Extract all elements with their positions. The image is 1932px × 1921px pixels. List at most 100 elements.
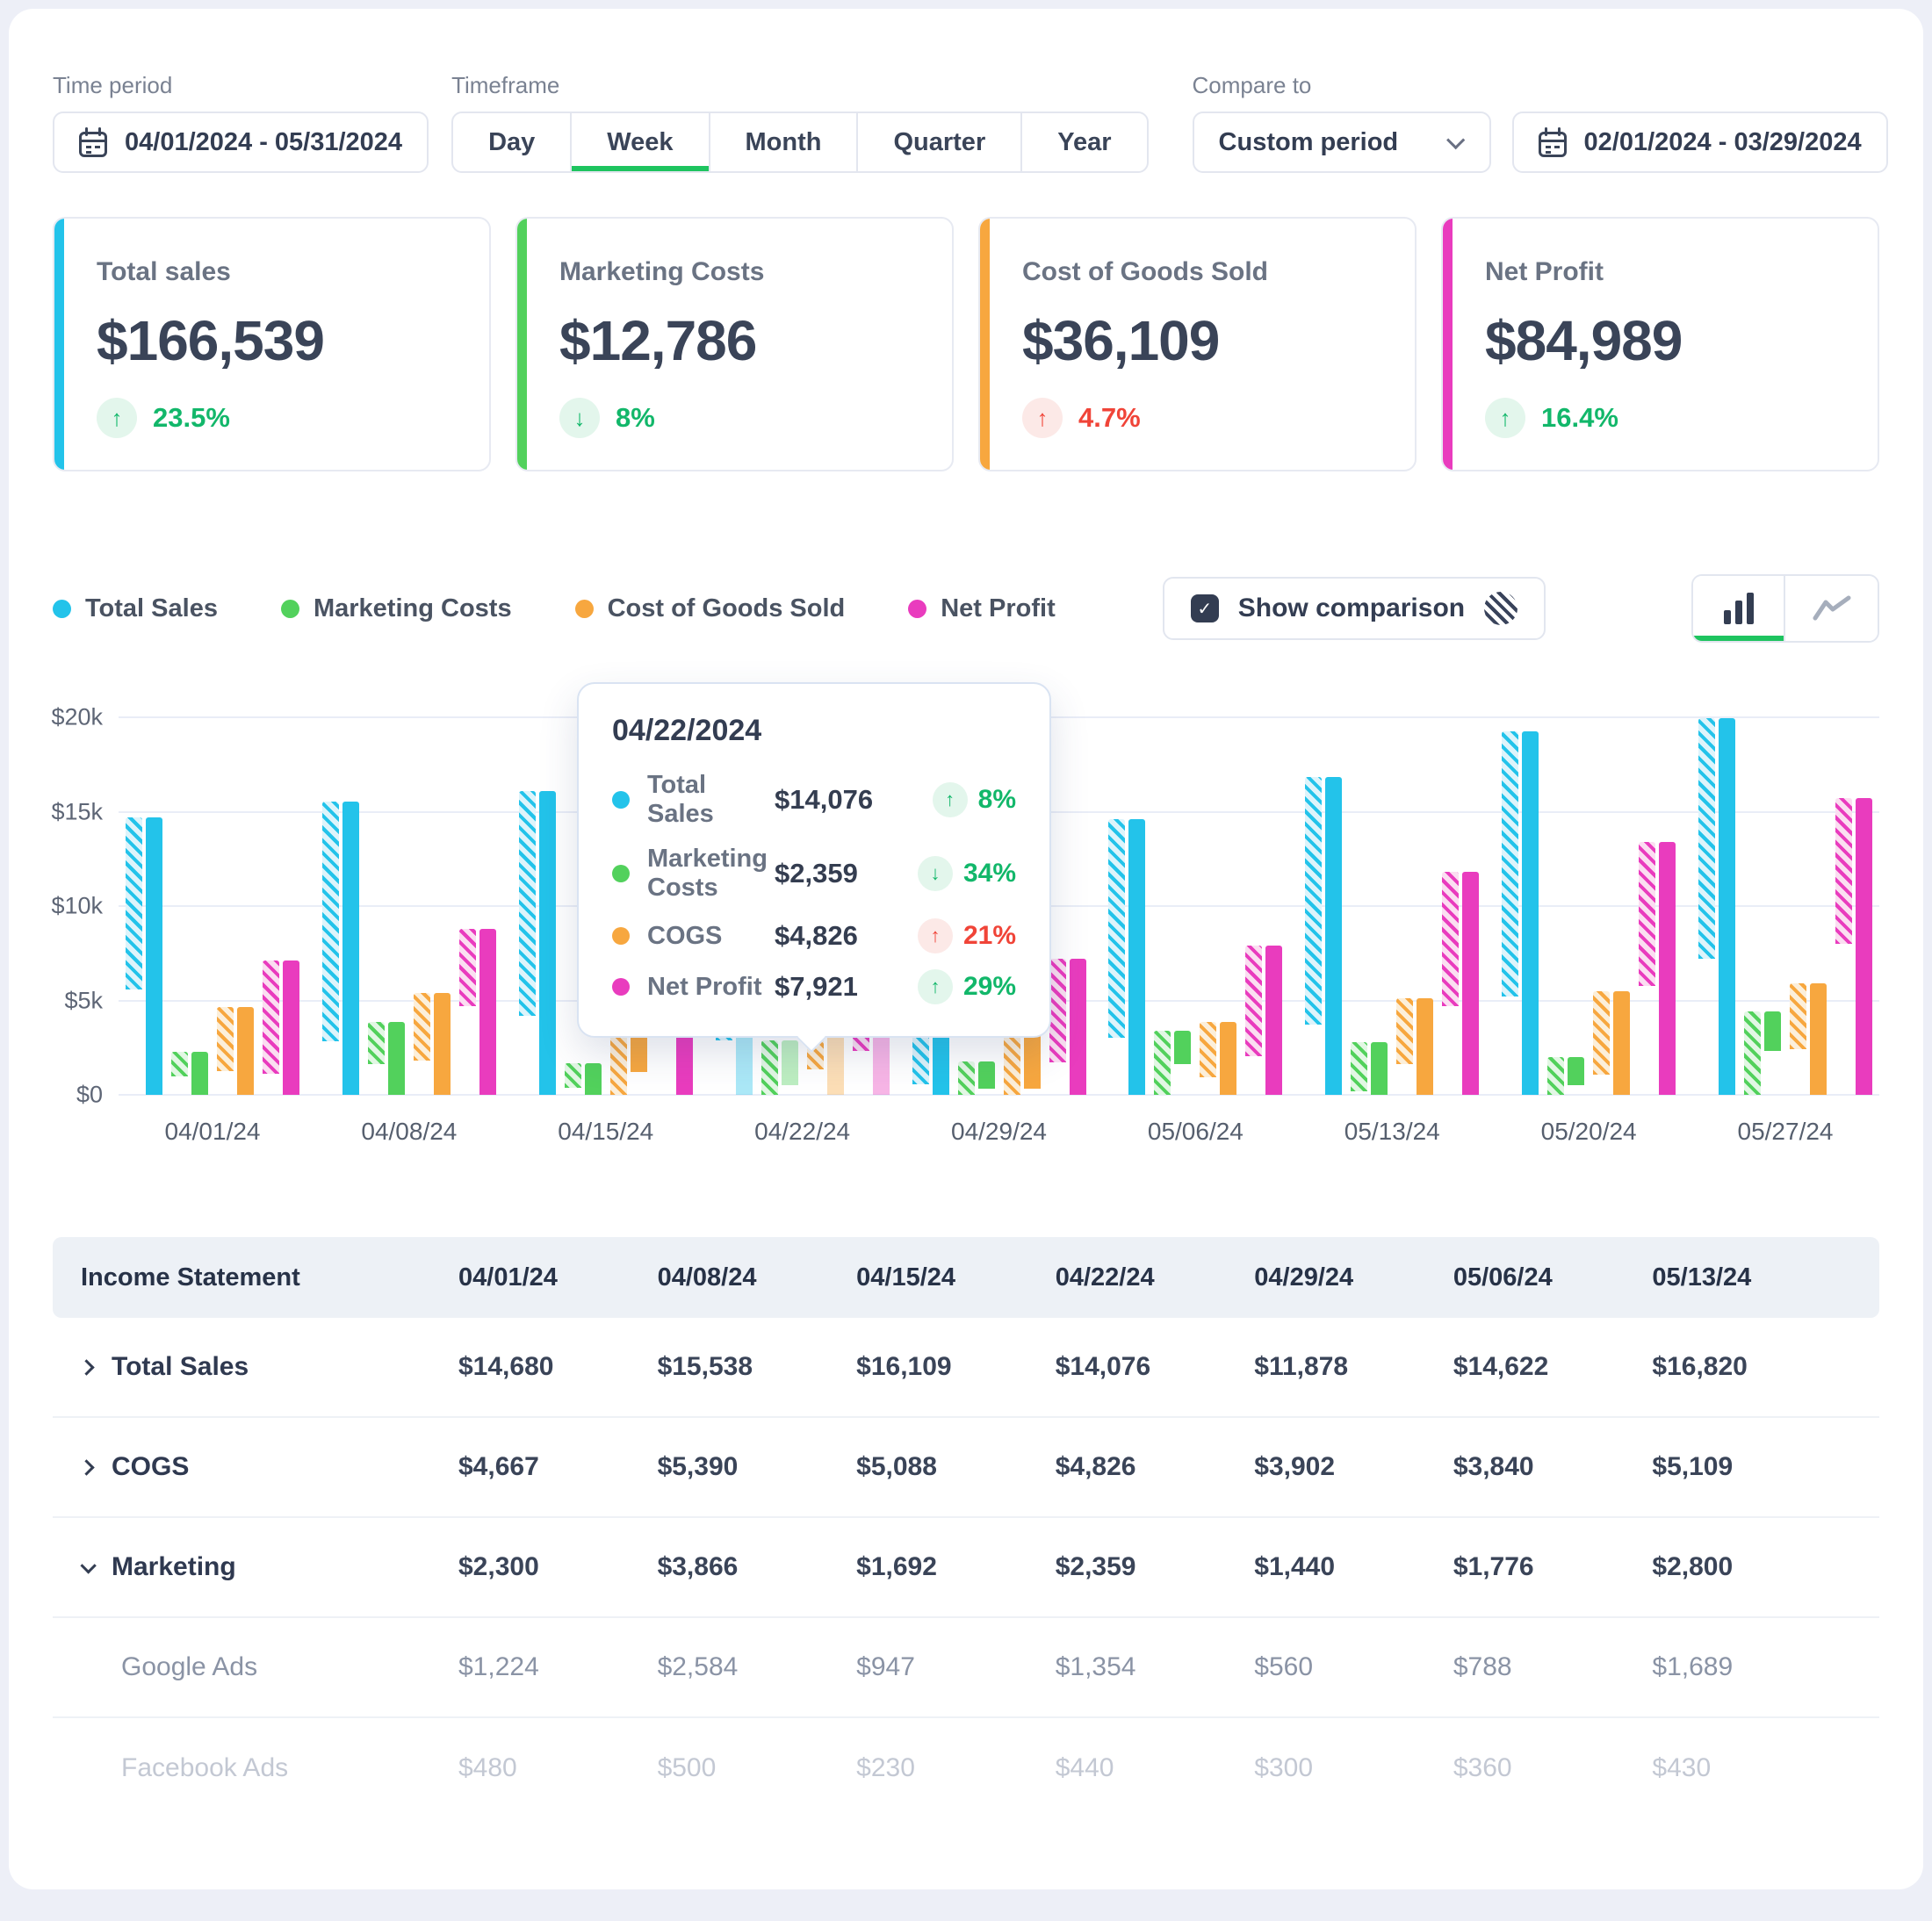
comparison-bar-cost-of-goods-sold[interactable] bbox=[413, 993, 430, 1061]
kpi-change: 4.7% bbox=[1078, 402, 1141, 433]
comparison-bar-net-profit[interactable] bbox=[458, 929, 476, 1006]
bar-group-05/20/24[interactable]: 05/20/24 bbox=[1502, 717, 1676, 1145]
compare-period-field[interactable]: 02/01/2024 - 03/29/2024 bbox=[1511, 112, 1888, 173]
current-bar-net-profit[interactable] bbox=[1856, 798, 1872, 1095]
bar-group-05/27/24[interactable]: 05/27/24 bbox=[1698, 717, 1872, 1145]
chevron-down-icon bbox=[80, 1557, 97, 1574]
tooltip-series-dot bbox=[612, 865, 630, 882]
kpi-card-net-profit: Net Profit $84,989 ↑ 16.4% bbox=[1441, 217, 1879, 471]
table-cell: $947 bbox=[856, 1652, 915, 1681]
legend-item-total-sales[interactable]: Total Sales bbox=[53, 594, 218, 623]
current-bar-total-sales[interactable] bbox=[1325, 777, 1343, 1095]
comparison-bar-total-sales[interactable] bbox=[1108, 819, 1126, 1038]
comparison-bar-marketing-costs[interactable] bbox=[957, 1061, 975, 1095]
current-bar-marketing-costs[interactable] bbox=[781, 1040, 798, 1085]
current-bar-net-profit[interactable] bbox=[1659, 842, 1676, 1095]
bar-group-04/08/24[interactable]: 04/08/24 bbox=[321, 717, 496, 1145]
current-bar-net-profit[interactable] bbox=[479, 929, 496, 1095]
comparison-bar-net-profit[interactable] bbox=[1639, 842, 1656, 986]
comparison-bar-net-profit[interactable] bbox=[1442, 872, 1460, 1006]
bar-group-04/01/24[interactable]: 04/01/24 bbox=[126, 717, 299, 1145]
tab-year[interactable]: Year bbox=[1057, 127, 1112, 156]
comparison-bar-total-sales[interactable] bbox=[1698, 718, 1715, 959]
table-column-header: 04/01/24 bbox=[458, 1263, 558, 1291]
kpi-card-marketing-costs: Marketing Costs $12,786 ↓ 8% bbox=[515, 217, 954, 471]
current-bar-cost-of-goods-sold[interactable] bbox=[1417, 998, 1434, 1095]
comparison-bar-cost-of-goods-sold[interactable] bbox=[1200, 1022, 1217, 1077]
current-bar-cost-of-goods-sold[interactable] bbox=[237, 1007, 254, 1095]
current-bar-marketing-costs[interactable] bbox=[1174, 1031, 1192, 1064]
comparison-bar-marketing-costs[interactable] bbox=[171, 1052, 188, 1076]
current-bar-marketing-costs[interactable] bbox=[584, 1063, 602, 1095]
comparison-bar-marketing-costs[interactable] bbox=[564, 1063, 581, 1088]
comparison-bar-marketing-costs[interactable] bbox=[1351, 1042, 1368, 1091]
current-bar-marketing-costs[interactable] bbox=[191, 1052, 208, 1095]
timeframe-tabs: Day Week Month Quarter Year bbox=[451, 112, 1149, 173]
comparison-bar-net-profit[interactable] bbox=[1835, 798, 1852, 944]
tab-week[interactable]: Week bbox=[572, 113, 710, 171]
current-bar-net-profit[interactable] bbox=[283, 960, 299, 1095]
tab-month[interactable]: Month bbox=[710, 113, 859, 171]
line-chart-toggle[interactable] bbox=[1785, 576, 1878, 641]
current-bar-marketing-costs[interactable] bbox=[1764, 1011, 1781, 1051]
current-bar-total-sales[interactable] bbox=[146, 817, 162, 1095]
legend-item-marketing-costs[interactable]: Marketing Costs bbox=[280, 594, 512, 623]
comparison-bar-cost-of-goods-sold[interactable] bbox=[1790, 983, 1806, 1049]
tab-day[interactable]: Day bbox=[453, 113, 573, 171]
table-cell: $3,866 bbox=[657, 1552, 739, 1581]
x-tick-label: 04/01/24 bbox=[164, 1118, 261, 1145]
row-expand-toggle[interactable]: Total Sales bbox=[78, 1352, 458, 1382]
current-bar-total-sales[interactable] bbox=[342, 802, 359, 1095]
bar-group-05/13/24[interactable]: 05/13/24 bbox=[1305, 717, 1480, 1145]
chevron-right-icon bbox=[78, 1358, 95, 1376]
comparison-bar-marketing-costs[interactable] bbox=[367, 1022, 385, 1064]
comparison-bar-cost-of-goods-sold[interactable] bbox=[1396, 998, 1414, 1064]
comparison-bar-net-profit[interactable] bbox=[263, 960, 279, 1074]
current-bar-total-sales[interactable] bbox=[1128, 819, 1146, 1095]
bar-chart-toggle[interactable] bbox=[1693, 576, 1785, 641]
current-bar-cost-of-goods-sold[interactable] bbox=[433, 993, 451, 1095]
comparison-bar-total-sales[interactable] bbox=[518, 791, 536, 1016]
row-expand-toggle[interactable]: COGS bbox=[78, 1452, 458, 1482]
current-bar-net-profit[interactable] bbox=[1462, 872, 1480, 1095]
comparison-bar-total-sales[interactable] bbox=[1305, 777, 1323, 1025]
current-bar-marketing-costs[interactable] bbox=[1371, 1042, 1388, 1095]
current-bar-cost-of-goods-sold[interactable] bbox=[1810, 983, 1827, 1095]
current-bar-total-sales[interactable] bbox=[538, 791, 556, 1095]
current-bar-cost-of-goods-sold[interactable] bbox=[1220, 1022, 1237, 1095]
legend-label: Net Profit bbox=[941, 594, 1056, 622]
row-label: Facebook Ads bbox=[81, 1753, 458, 1783]
current-bar-marketing-costs[interactable] bbox=[977, 1061, 995, 1089]
calendar-icon bbox=[1538, 127, 1567, 157]
comparison-bar-marketing-costs[interactable] bbox=[1547, 1057, 1565, 1095]
compare-mode-select[interactable]: Custom period bbox=[1192, 112, 1491, 173]
comparison-bar-marketing-costs[interactable] bbox=[761, 1040, 778, 1095]
time-period-field[interactable]: 04/01/2024 - 05/31/2024 bbox=[53, 112, 429, 173]
legend-item-cost-of-goods-sold[interactable]: Cost of Goods Sold bbox=[574, 594, 845, 623]
current-bar-cost-of-goods-sold[interactable] bbox=[1613, 991, 1631, 1095]
row-expand-toggle[interactable]: Marketing bbox=[80, 1552, 458, 1582]
comparison-bar-total-sales[interactable] bbox=[1502, 731, 1519, 996]
bar-group-05/06/24[interactable]: 05/06/24 bbox=[1108, 717, 1283, 1145]
current-bar-marketing-costs[interactable] bbox=[1568, 1057, 1585, 1085]
chart-type-toggle bbox=[1691, 574, 1879, 643]
y-tick-label: $0 bbox=[76, 1081, 103, 1108]
current-bar-marketing-costs[interactable] bbox=[387, 1022, 405, 1095]
kpi-cards-row: Total sales $166,539 ↑ 23.5% Marketing Costs… bbox=[53, 217, 1879, 471]
current-bar-total-sales[interactable] bbox=[1522, 731, 1539, 1095]
comparison-bar-cost-of-goods-sold[interactable] bbox=[1593, 991, 1611, 1075]
comparison-bar-net-profit[interactable] bbox=[1245, 946, 1263, 1056]
show-comparison-button[interactable]: ✓ Show comparison bbox=[1162, 577, 1546, 640]
comparison-bar-net-profit[interactable] bbox=[1049, 959, 1066, 1062]
legend-item-net-profit[interactable]: Net Profit bbox=[908, 594, 1056, 623]
tab-quarter[interactable]: Quarter bbox=[858, 113, 1023, 171]
comparison-bar-total-sales[interactable] bbox=[126, 817, 142, 989]
comparison-bar-cost-of-goods-sold[interactable] bbox=[217, 1007, 234, 1071]
comparison-bar-marketing-costs[interactable] bbox=[1154, 1031, 1171, 1095]
comparison-bar-total-sales[interactable] bbox=[321, 802, 339, 1041]
table-row-facebook-ads: Facebook Ads $480 $500 $230 $440 $300 $360 $430 bbox=[53, 1718, 1879, 1818]
current-bar-net-profit[interactable] bbox=[1069, 959, 1086, 1095]
current-bar-net-profit[interactable] bbox=[1265, 946, 1283, 1095]
current-bar-total-sales[interactable] bbox=[1719, 718, 1735, 1095]
comparison-bar-marketing-costs[interactable] bbox=[1744, 1011, 1761, 1095]
